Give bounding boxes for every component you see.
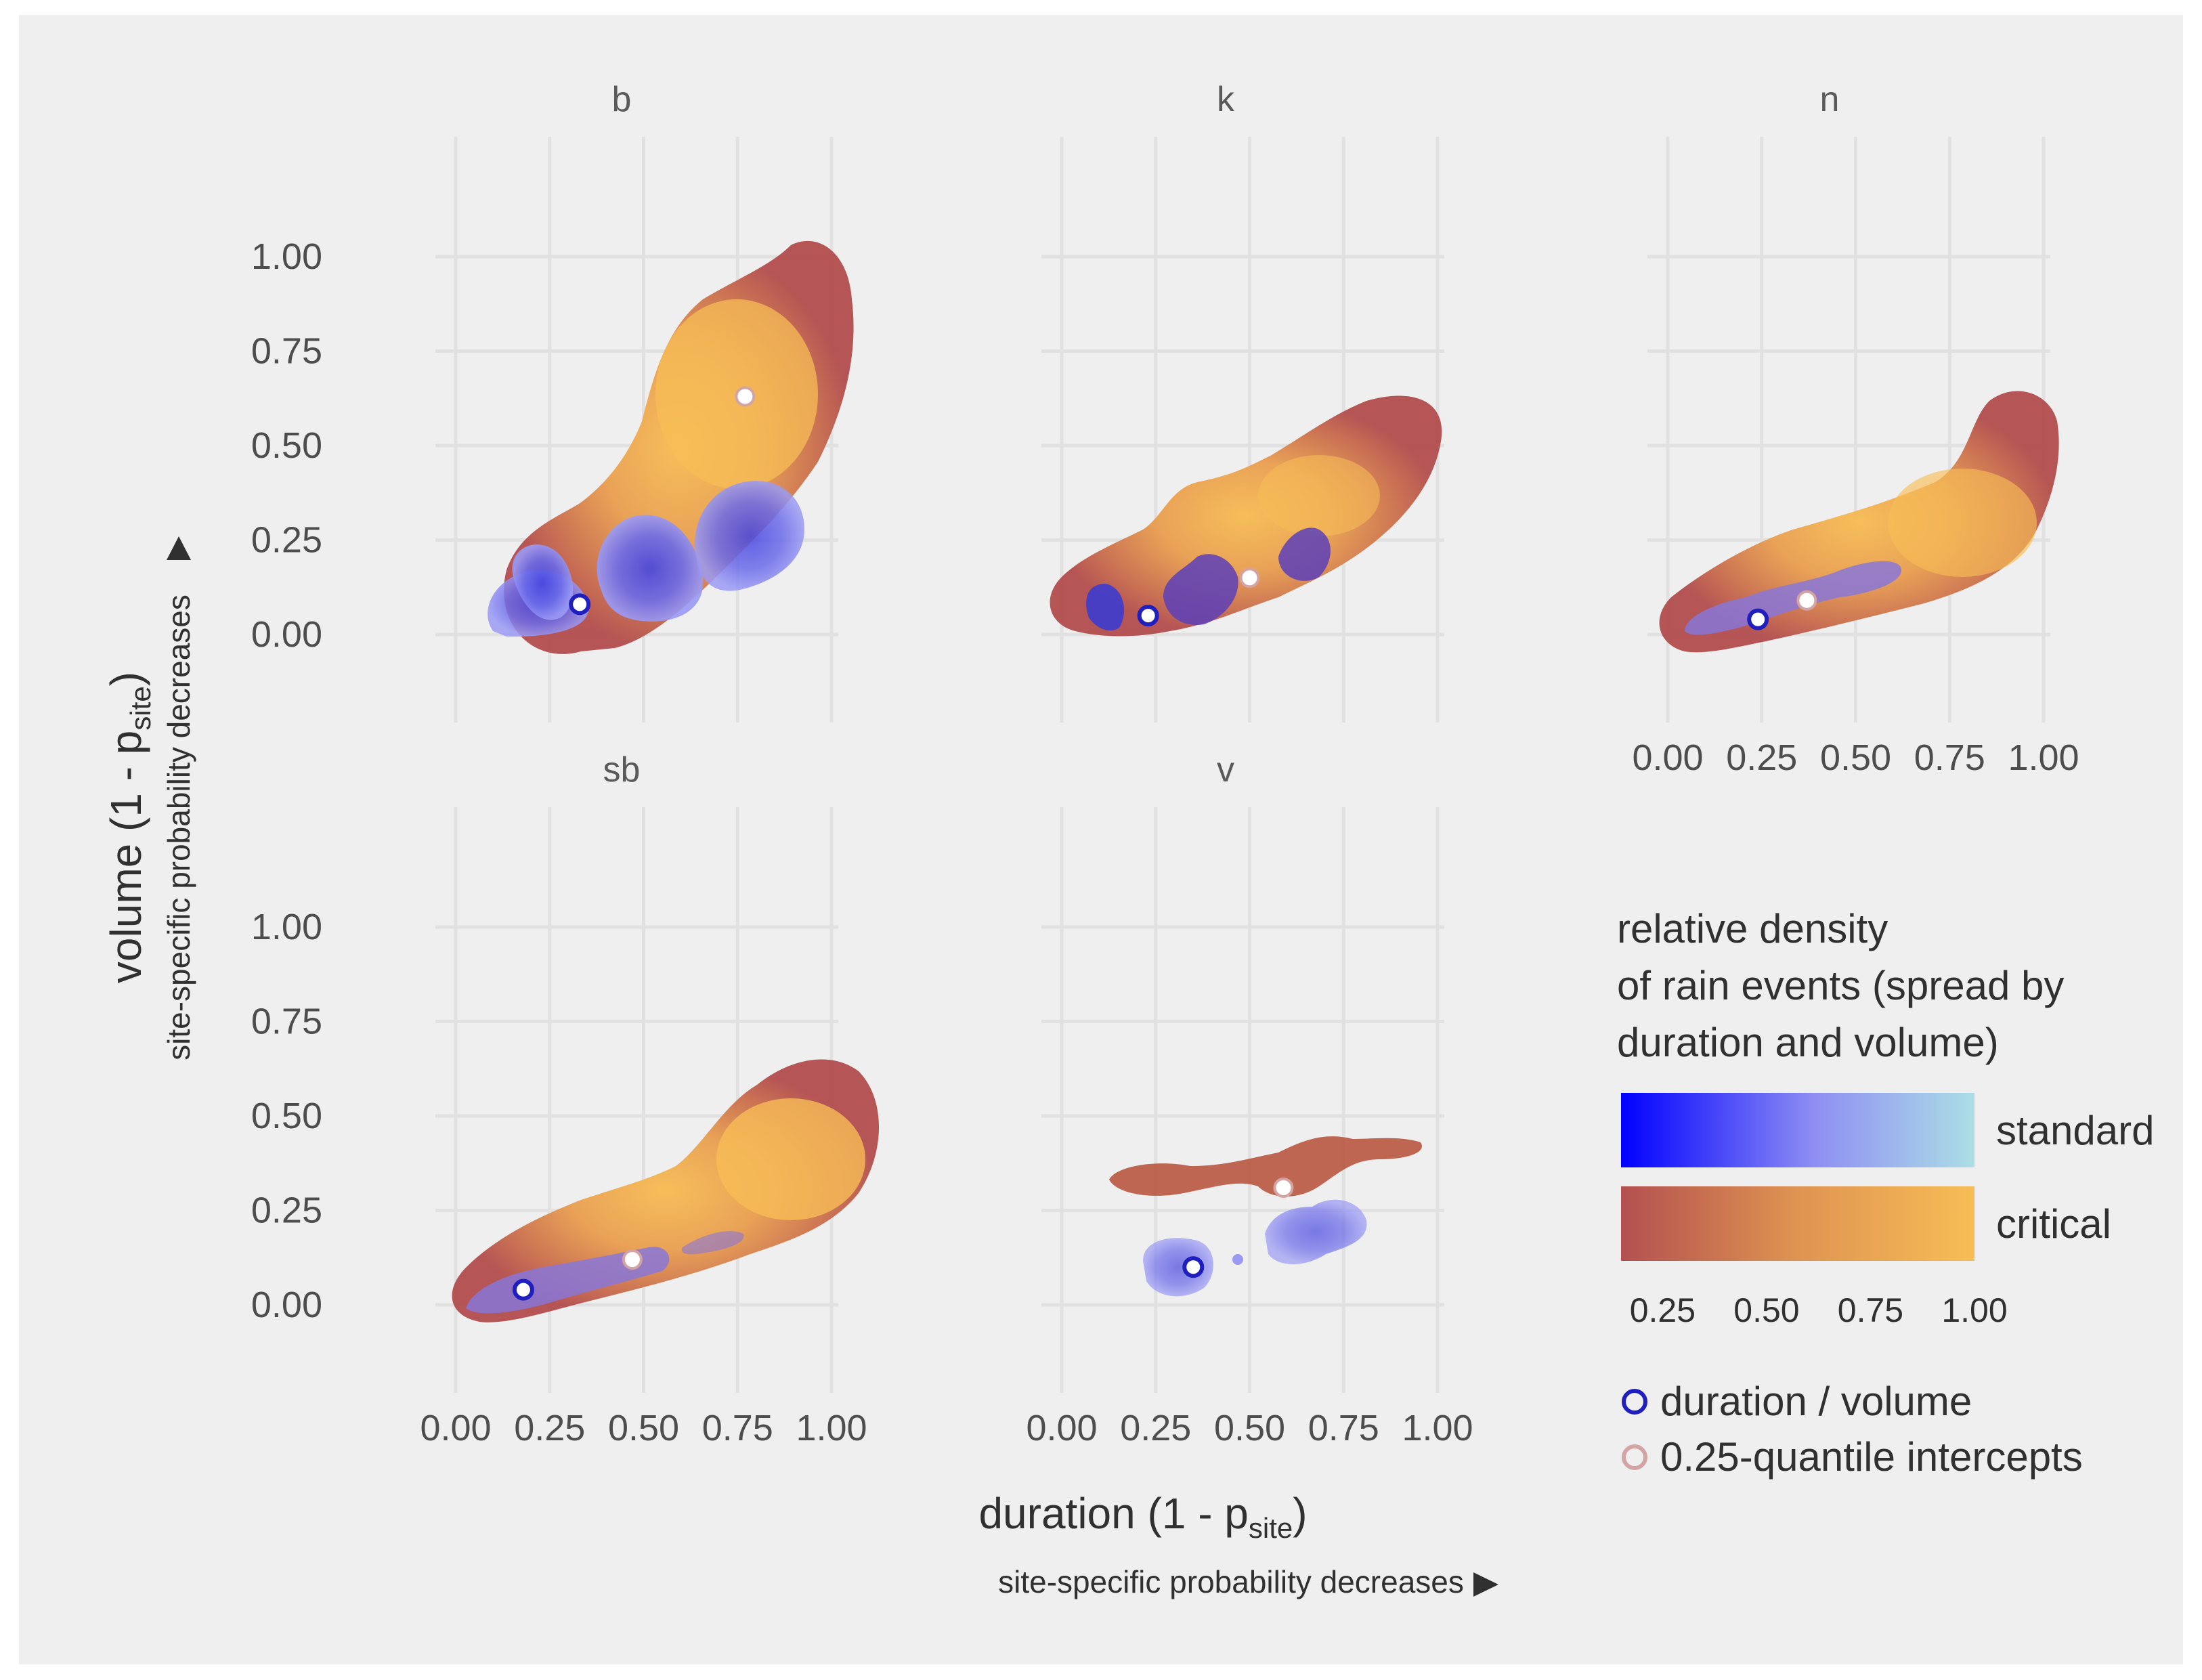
panel-sb-y-tick-2: 0.50 [251,1096,322,1136]
panel-n-x-tick-3: 0.75 [1914,737,1985,778]
legend-title-line-1: relative density [1617,906,1888,951]
legend-critical-label: critical [1996,1201,2111,1247]
panel-v-x-tick-2: 0.50 [1214,1408,1285,1448]
legend-title-line-2: of rain events (spread by [1617,963,2064,1008]
panel-n-x-tick-4: 1.00 [2008,737,2079,778]
panel-v-standard-density-2 [1265,1199,1367,1264]
panel-k-standard-density-2 [1163,554,1238,625]
panel-k-standard-density-3 [1278,527,1331,581]
panel-b-y-tick-2: 0.50 [251,425,322,466]
legend-tick-2: 0.75 [1838,1291,1903,1329]
panel-k: k [1041,80,1444,723]
panel-n-critical-core [1888,469,2037,577]
panel-k-duration-volume-point [1137,605,1159,627]
panel-sb: sb [435,750,879,1393]
legend-duration-volume-marker [1622,1389,1647,1415]
panel-sb-duration-volume-point [512,1278,534,1301]
panel-b-strip: b [612,80,632,119]
x-axis-title-main: duration (1 - p [978,1489,1248,1538]
panel-n-critical-density [1659,391,2059,653]
panel-v: v [1041,750,1444,1393]
panel-v-standard-density [1143,1238,1213,1297]
legend-standard-label: standard [1996,1108,2155,1153]
panel-v-standard-fleck [1232,1254,1243,1265]
panel-k-critical-core [1258,455,1380,536]
panel-b-y-tick-1: 0.25 [251,520,322,561]
panel-sb-y-tick-3: 0.75 [251,1001,322,1042]
y-axis-title-sub: site [125,686,156,730]
figure: b k n sb v [19,15,2183,1664]
y-axis-subtitle: site-specific probability decreases [161,536,196,1060]
panel-sb-x-tick-0: 0.00 [420,1408,491,1448]
legend-critical-colorbar [1621,1186,1974,1261]
panel-b-standard-density-2 [512,544,574,620]
y-axis-title-close: ) [102,672,150,686]
panel-v-x-tick-0: 0.00 [1026,1408,1097,1448]
panel-n-duration-volume-point [1747,608,1769,630]
legend-ticks: 0.25 0.50 0.75 1.00 [1630,1291,2008,1329]
panel-b-quantile-point [735,386,756,407]
panel-b-y-tick-4: 1.00 [251,236,322,277]
chart-canvas: b k n sb v [102,80,2155,1599]
panel-b-standard-density-3 [597,515,704,622]
panel-k-quantile-point [1239,567,1260,588]
svg-text:volume (1 - psite): volume (1 - psite) [102,672,156,983]
panel-b-y-tick-0: 0.00 [251,614,322,655]
panel-k-strip: k [1217,80,1235,119]
panel-b-standard-density-4 [695,481,804,591]
legend-duration-volume-label: duration / volume [1660,1379,1972,1424]
legend-tick-3: 1.00 [1941,1291,2007,1329]
x-axis-title: duration (1 - psite) [978,1489,1307,1544]
panel-v-strip: v [1217,750,1234,790]
y-axis-title: volume (1 - psite) [102,672,156,983]
panel-sb-critical-core [716,1098,865,1220]
panel-b-duration-volume-point [569,593,591,616]
panel-n-x-tick-0: 0.00 [1632,737,1703,778]
y-axis-subtitle-text: site-specific probability decreases [161,595,196,1060]
legend-standard-colorbar [1621,1093,1974,1167]
panel-n-strip: n [1820,80,1840,119]
panel-sb-y-tick-4: 1.00 [251,907,322,947]
panel-sb-y-tick-0: 0.00 [251,1285,322,1325]
legend-quantile-marker [1622,1444,1647,1470]
x-axis-subtitle: site-specific probability decreases [998,1564,1464,1599]
panel-n-x-tick-2: 0.50 [1820,737,1891,778]
panel-sb-x-tick-2: 0.50 [608,1408,679,1448]
x-axis-title-sub: site [1249,1512,1293,1544]
legend-title-line-3: duration and volume) [1617,1020,1999,1065]
panel-v-x-tick-3: 0.75 [1308,1408,1379,1448]
legend-tick-1: 0.50 [1733,1291,1799,1329]
panel-sb-x-tick-1: 0.25 [514,1408,585,1448]
panel-v-quantile-point [1273,1178,1294,1199]
panel-n-standard-density [1685,561,1901,635]
panel-sb-x-tick-3: 0.75 [702,1408,773,1448]
points-layer [512,386,1817,1301]
panel-b: b [435,80,854,723]
panel-k-critical-density [1050,395,1442,637]
panel-v-x-tick-1: 0.25 [1120,1408,1191,1448]
panel-b-y-tick-3: 0.75 [251,331,322,372]
panel-n-x-tick-1: 0.25 [1726,737,1797,778]
panel-k-standard-density [1086,584,1125,631]
x-axis-title-close: ) [1293,1489,1307,1538]
panel-n: n [1647,80,2059,723]
y-axis-arrow-icon [167,536,191,560]
panel-v-critical-density [1109,1136,1422,1197]
panel-sb-strip: sb [603,750,641,790]
legend: relative density of rain events (spread … [1617,906,2155,1480]
x-axis-arrow-icon [1473,1572,1498,1597]
legend-tick-0: 0.25 [1630,1291,1696,1329]
panel-sb-quantile-point [622,1249,643,1270]
panel-sb-standard-density-2 [681,1231,744,1255]
panel-n-quantile-point [1796,590,1817,611]
panel-sb-y-tick-1: 0.25 [251,1190,322,1231]
panel-v-x-tick-4: 1.00 [1402,1408,1473,1448]
panel-sb-x-tick-4: 1.00 [796,1408,867,1448]
panel-v-duration-volume-point [1182,1256,1205,1278]
y-axis-title-main: volume (1 - p [102,731,150,983]
legend-quantile-label: 0.25-quantile intercepts [1660,1434,2083,1480]
